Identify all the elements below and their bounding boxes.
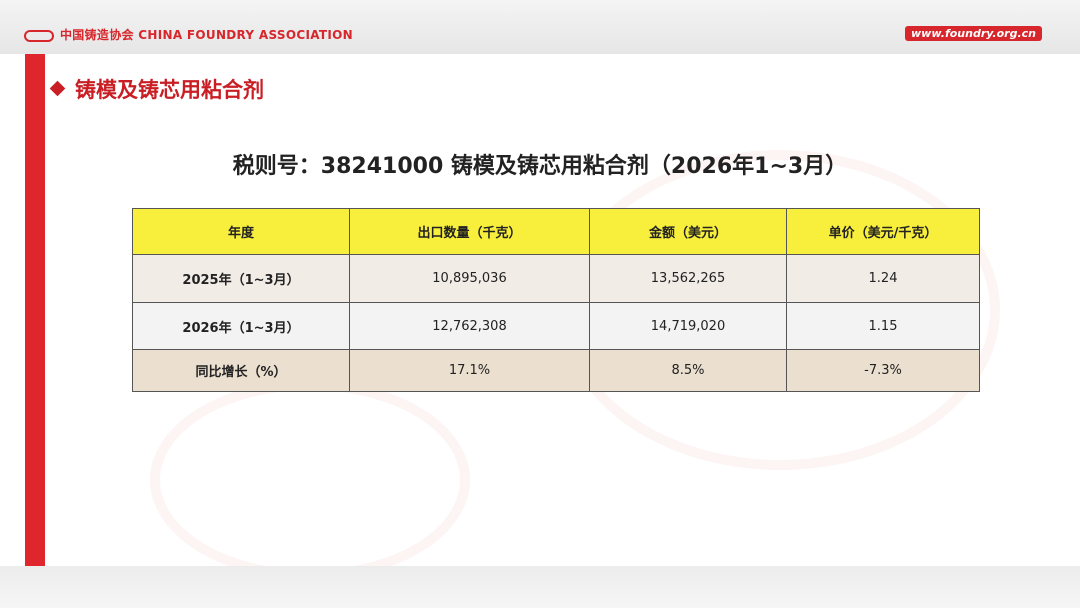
- logo-text: 中国铸造协会 CHINA FOUNDRY ASSOCIATION: [60, 28, 353, 42]
- column-header: 金额（美元）: [589, 208, 787, 255]
- table-cell: 同比增长（%）: [132, 349, 350, 392]
- table-cell: 12,762,308: [349, 302, 590, 350]
- column-header: 年度: [132, 208, 350, 255]
- table-cell: 13,562,265: [589, 254, 787, 303]
- table-cell: 2026年（1~3月）: [132, 302, 350, 350]
- table-cell: 14,719,020: [589, 302, 787, 350]
- section-title-text: 铸模及铸芯用粘合剂: [75, 78, 264, 102]
- table-cell: 2025年（1~3月）: [132, 254, 350, 303]
- table-cell: 8.5%: [589, 349, 787, 392]
- footer-band: [0, 566, 1080, 608]
- logo: 中国铸造协会 CHINA FOUNDRY ASSOCIATION: [24, 26, 353, 43]
- bullet: [49, 80, 66, 97]
- table-cell: 10,895,036: [349, 254, 590, 303]
- section-title: 铸模及铸芯用粘合剂: [49, 74, 264, 104]
- column-header: 出口数量（千克）: [349, 208, 590, 255]
- table-cell: 1.15: [786, 302, 980, 350]
- logo-mark: [24, 29, 54, 42]
- table-row: 2026年（1~3月） 12,762,308 14,719,020 1.15: [132, 302, 980, 350]
- red-bar: [25, 54, 45, 566]
- header-row: 年度 出口数量（千克） 金额（美元） 单价（美元/千克）: [132, 208, 980, 255]
- table-title: 税则号：38241000 铸模及铸芯用粘合剂（2026年1~3月）: [232, 154, 848, 179]
- table-row: 2025年（1~3月） 10,895,036 13,562,265 1.24: [132, 254, 980, 303]
- column-header: 单价（美元/千克）: [786, 208, 980, 255]
- website: www.foundry.org.cn: [905, 26, 1042, 41]
- table-cell: -7.3%: [786, 349, 980, 392]
- table-cell: 17.1%: [349, 349, 590, 392]
- header-band: [0, 0, 1080, 54]
- table-cell: 1.24: [786, 254, 980, 303]
- watermark: [150, 380, 470, 580]
- table-row: 同比增长（%） 17.1% 8.5% -7.3%: [132, 349, 980, 392]
- data-table: 年度 出口数量（千克） 金额（美元） 单价（美元/千克） 2025年（1~3月） 10,…: [132, 208, 980, 392]
- table-body: 2025年（1~3月） 10,895,036 13,562,265 1.24 2026年…: [132, 254, 980, 392]
